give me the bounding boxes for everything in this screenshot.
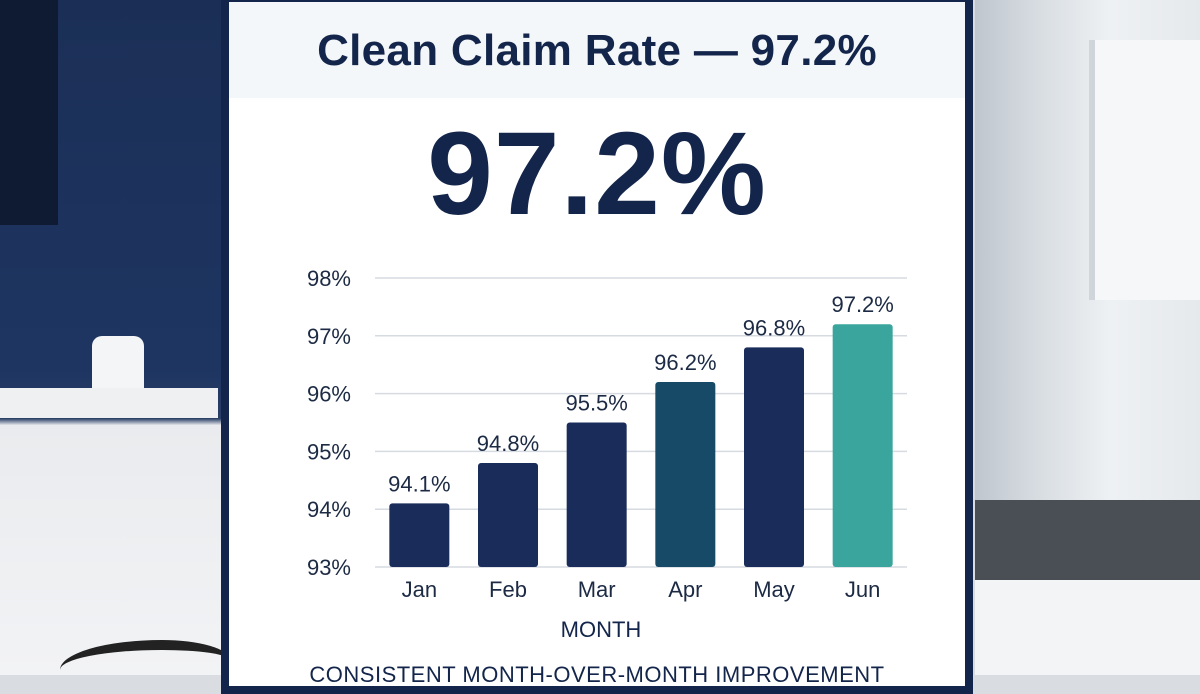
data-label: 94.1%	[388, 471, 450, 496]
background-window	[1089, 40, 1200, 300]
bar-chart: 93% 94% 95% 96% 97% 98% 94.1% Jan 94.8% Feb 95.5% M…	[307, 266, 907, 642]
x-tick-label: Jun	[845, 577, 880, 602]
background-left	[0, 0, 230, 675]
y-tick-label: 95%	[307, 439, 351, 464]
card-title: Clean Claim Rate — 97.2%	[317, 26, 877, 75]
x-tick-label: Apr	[668, 577, 702, 602]
y-tick-label: 96%	[307, 382, 351, 407]
bar	[744, 347, 804, 567]
bar	[566, 422, 627, 567]
data-label: 96.2%	[654, 350, 716, 375]
background-cable	[60, 640, 230, 690]
data-label: 96.8%	[743, 315, 805, 340]
x-tick-label: Feb	[489, 577, 527, 602]
background-shelf	[0, 388, 218, 418]
bar	[655, 382, 716, 567]
bar	[389, 503, 450, 567]
data-label: 94.8%	[477, 431, 539, 456]
data-label: 97.2%	[831, 292, 893, 317]
background-cup	[92, 336, 144, 398]
x-tick-label: Jan	[402, 577, 437, 602]
bar	[478, 462, 538, 567]
kpi-card: Clean Claim Rate — 97.2% 97.2% 93% 94% 95%…	[221, 0, 973, 694]
y-tick-label: 97%	[307, 324, 351, 349]
y-tick-label: 98%	[307, 266, 351, 291]
background-counter	[975, 500, 1200, 590]
x-axis-title: MONTH	[561, 617, 642, 642]
background-table	[975, 580, 1200, 675]
background-right	[975, 0, 1200, 675]
x-tick-label: May	[753, 577, 795, 602]
data-label: 95.5%	[565, 391, 627, 416]
x-tick-label: Mar	[578, 577, 616, 602]
y-tick-label: 93%	[307, 555, 351, 580]
y-tick-label: 94%	[307, 497, 351, 522]
bar	[832, 324, 893, 567]
card-header: Clean Claim Rate — 97.2%	[229, 2, 965, 98]
background-screen	[0, 0, 58, 225]
chart-footer-note: CONSISTENT MONTH-OVER-MONTH IMPROVEMENT	[309, 662, 885, 687]
headline-value: 97.2%	[427, 108, 767, 240]
